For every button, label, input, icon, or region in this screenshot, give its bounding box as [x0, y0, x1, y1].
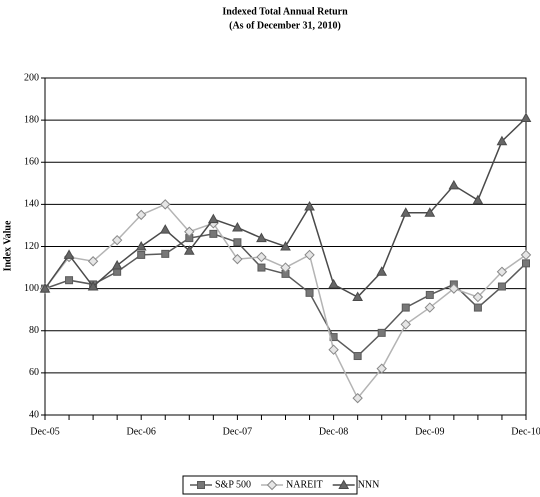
data-point — [448, 179, 460, 190]
data-point — [135, 240, 147, 251]
data-point — [400, 207, 412, 217]
data-point — [376, 266, 388, 276]
chart-subtitle: (As of December 31, 2010) — [229, 20, 341, 31]
legend-marker — [338, 479, 350, 489]
data-point — [160, 199, 171, 210]
data-point — [520, 112, 532, 123]
data-point — [353, 352, 362, 361]
data-point — [352, 291, 364, 302]
data-point — [111, 234, 123, 246]
data-point — [137, 250, 146, 259]
data-point — [424, 302, 436, 313]
data-point — [65, 276, 74, 285]
data-point — [280, 262, 291, 273]
x-tick-label: Dec-09 — [415, 426, 444, 437]
data-point — [232, 222, 243, 232]
series-line — [44, 203, 527, 400]
data-point — [63, 249, 75, 259]
data-point — [400, 319, 411, 330]
y-tick-label: 40 — [29, 409, 39, 420]
data-point — [352, 392, 363, 404]
data-point — [328, 344, 339, 355]
series-line — [44, 233, 527, 358]
data-point — [473, 303, 482, 312]
data-point — [401, 303, 410, 312]
data-point — [520, 249, 532, 261]
y-tick-label: 140 — [24, 199, 39, 210]
data-point — [425, 290, 434, 299]
data-point — [161, 249, 170, 258]
data-point — [87, 256, 99, 267]
data-point — [39, 283, 51, 293]
x-tick-label: Dec-08 — [319, 426, 348, 437]
data-point — [256, 232, 267, 243]
legend-marker — [266, 479, 278, 491]
chart-title: Indexed Total Annual Return — [222, 6, 348, 17]
x-tick-label: Dec-06 — [126, 426, 155, 437]
data-point — [496, 266, 508, 277]
y-tick-label: 200 — [24, 72, 39, 83]
legend-label: S&P 500 — [215, 479, 251, 490]
x-tick-label: Dec-05 — [30, 426, 59, 437]
data-point — [496, 135, 508, 146]
data-point — [159, 224, 171, 234]
y-tick-label: 120 — [24, 241, 39, 252]
data-point — [448, 283, 460, 294]
data-point — [87, 280, 99, 291]
data-point — [305, 288, 314, 297]
data-point — [304, 249, 315, 261]
data-point — [111, 259, 123, 270]
data-point — [183, 245, 195, 255]
legend-marker — [197, 481, 205, 489]
data-point — [256, 251, 267, 263]
y-tick-label: 100 — [24, 283, 39, 294]
data-point — [472, 194, 484, 205]
y-tick-label: 80 — [29, 325, 39, 336]
y-axis-label: Index Value — [2, 220, 13, 271]
data-point — [376, 363, 387, 374]
data-point — [328, 278, 339, 289]
data-point — [522, 259, 530, 268]
y-tick-label: 160 — [24, 157, 39, 168]
data-point — [497, 282, 506, 291]
data-point — [304, 200, 315, 211]
data-point — [280, 240, 291, 251]
y-tick-label: 180 — [24, 114, 39, 125]
data-point — [184, 226, 195, 237]
legend: S&P 500 NAREIT NNN — [182, 475, 380, 495]
data-point — [232, 253, 243, 265]
data-point — [377, 328, 386, 337]
data-point — [209, 229, 218, 238]
data-point — [424, 207, 436, 217]
data-point — [257, 263, 266, 272]
y-tick-label: 60 — [29, 367, 39, 378]
legend-label: NNN — [358, 479, 380, 490]
x-tick-label: Dec-07 — [223, 426, 252, 437]
data-point — [135, 209, 147, 221]
data-point — [472, 291, 484, 303]
data-point — [207, 213, 219, 224]
data-point — [233, 238, 242, 247]
legend-label: NAREIT — [286, 479, 323, 490]
x-tick-label: Dec-10 — [511, 426, 540, 437]
